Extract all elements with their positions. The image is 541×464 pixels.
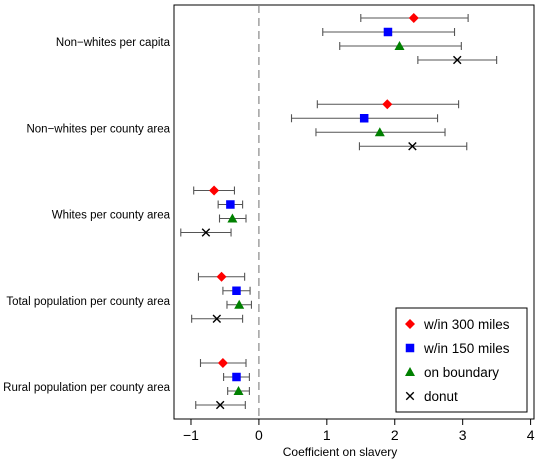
point-3-4 [215, 400, 225, 410]
point-3-0 [453, 55, 462, 65]
category-label: Whites per county area [52, 210, 171, 222]
legend-marker-2 [405, 367, 415, 376]
point-1-3 [232, 286, 241, 295]
x-tick-label: −1 [183, 427, 199, 443]
point-0-0 [408, 13, 419, 23]
x-axis-title: Coefficient on slavery [283, 445, 398, 459]
category-label: Non−whites per capita [56, 37, 171, 49]
legend-label-1: w/in 150 miles [423, 341, 510, 356]
category-label: Rural population per county area [3, 382, 170, 394]
point-3-3 [212, 314, 222, 323]
point-2-3 [234, 299, 245, 309]
legend-label-0: w/in 300 miles [423, 317, 510, 332]
legend-marker-1 [405, 343, 415, 353]
x-tick-label: 0 [255, 427, 263, 443]
point-2-4 [233, 386, 244, 395]
point-1-4 [232, 372, 241, 382]
point-2-2 [227, 213, 238, 223]
point-3-2 [201, 228, 211, 237]
y-axis-labels: Non−whites per capita Non−whites per coun… [3, 37, 170, 394]
legend: w/in 300 miles w/in 150 miles on boundary d… [395, 307, 528, 413]
point-0-3 [216, 271, 227, 282]
point-0-2 [209, 185, 220, 196]
legend-label-2: on boundary [424, 365, 499, 380]
x-axis: −1 0 1 2 3 4 [183, 419, 535, 443]
x-tick-label: 4 [527, 427, 535, 443]
category-label: Non−whites per county area [26, 123, 170, 135]
plot-frame [173, 4, 535, 420]
point-1-1 [359, 114, 369, 123]
x-tick-label: 3 [459, 427, 467, 443]
point-0-4 [217, 358, 228, 368]
legend-label-3: donut [424, 389, 458, 404]
point-2-1 [374, 127, 385, 137]
legend-marker-3 [405, 391, 415, 401]
point-estimates [201, 13, 462, 410]
category-label: Total population per county area [6, 296, 170, 308]
point-0-1 [382, 99, 393, 110]
point-3-1 [408, 142, 417, 151]
point-1-2 [226, 200, 235, 209]
point-2-0 [394, 41, 405, 50]
legend-box [395, 307, 528, 413]
x-tick-label: 1 [323, 427, 331, 443]
x-tick-label: 2 [391, 427, 399, 443]
point-1-0 [383, 27, 393, 37]
legend-marker-0 [405, 319, 415, 329]
